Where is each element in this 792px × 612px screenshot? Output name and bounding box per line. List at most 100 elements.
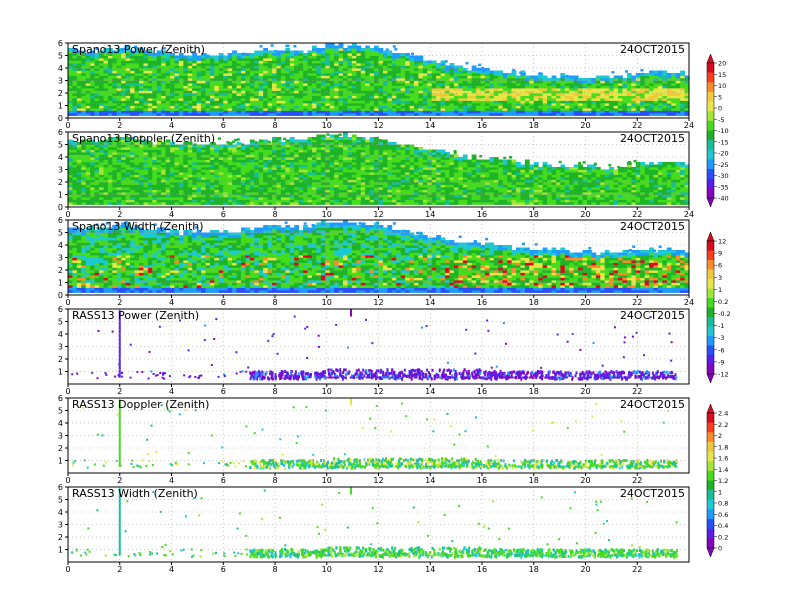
heatmap-cell [294,58,299,61]
heatmap-cell [463,113,468,116]
heatmap-cell [379,73,384,76]
heatmap-cell [161,165,166,168]
heatmap-cell [325,76,330,79]
heatmap-cell [436,93,441,96]
heatmap-cell [206,150,211,153]
heatmap-cell [68,81,73,84]
heatmap-cell [121,68,126,71]
heatmap-cell [551,106,556,109]
heatmap-cell [86,88,91,91]
heatmap-cell [498,73,503,76]
heatmap-cell [197,175,202,178]
heatmap-cell [192,182,197,185]
heatmap-cell [427,71,432,74]
heatmap-cell [325,160,330,163]
heatmap-cell [609,103,614,106]
heatmap-cell [121,86,126,89]
heatmap-cell [343,202,348,205]
heatmap-cell [99,66,104,69]
heatmap-cell [569,101,574,104]
heatmap-cell [299,66,304,69]
heatmap-cell [263,160,268,163]
heatmap-cell [219,98,224,101]
heatmap-cell [316,190,321,193]
heatmap-cell [569,113,574,116]
heatmap-cell [503,98,508,101]
heatmap-cell [99,98,104,101]
heatmap-cell [272,145,277,148]
heatmap-cell [290,195,295,198]
heatmap-cell [339,101,344,104]
heatmap-cell [312,177,317,180]
heatmap-cell [631,83,636,86]
heatmap-cell [339,185,344,188]
heatmap-cell [130,162,135,165]
heatmap-cell [321,140,326,143]
heatmap-cell [81,167,86,170]
heatmap-cell [201,177,206,180]
heatmap-cell [316,56,321,59]
heatmap-cell [325,111,330,114]
heatmap-cell [605,83,610,86]
heatmap-cell [210,170,215,173]
heatmap-cell [423,86,428,89]
heatmap-cell [312,182,317,185]
heatmap-cell [259,96,264,99]
heatmap-cell [339,98,344,101]
heatmap-cell [121,185,126,188]
heatmap-cell [103,93,108,96]
heatmap-cell [281,162,286,165]
heatmap-cell [334,101,339,104]
heatmap-cell [81,113,86,116]
heatmap-cell [312,88,317,91]
heatmap-cell [294,152,299,155]
heatmap-cell [99,185,104,188]
heatmap-cell [197,157,202,160]
heatmap-cell [161,111,166,114]
heatmap-cell [179,83,184,86]
heatmap-cell [361,76,366,79]
heatmap-cell [179,78,184,81]
heatmap-cell [68,58,73,61]
heatmap-cell [325,108,330,111]
heatmap-cell [276,200,281,203]
heatmap-cell [263,202,268,205]
heatmap-cell [467,93,472,96]
heatmap-cell [427,68,432,71]
heatmap-cell [463,93,468,96]
heatmap-cell [290,200,295,203]
heatmap-cell [316,200,321,203]
heatmap-cell [281,165,286,168]
heatmap-cell [130,157,135,160]
heatmap-cell [86,86,91,89]
heatmap-cell [259,113,264,116]
heatmap-cell [330,150,335,153]
heatmap-cell [272,152,277,155]
heatmap-cell [339,137,344,140]
heatmap-cell [303,140,308,143]
heatmap-cell [201,61,206,64]
heatmap-cell [121,152,126,155]
heatmap-cell [347,56,352,59]
heatmap-cell [228,162,233,165]
heatmap-cell [219,175,224,178]
heatmap-cell [148,113,153,116]
heatmap-cell [365,71,370,74]
heatmap-cell [170,83,175,86]
heatmap-cell [356,202,361,205]
heatmap-cell [135,147,140,150]
heatmap-cell [250,56,255,59]
heatmap-cell [135,202,140,205]
heatmap-cell [259,45,262,48]
heatmap-cell [90,93,95,96]
heatmap-cell [117,185,122,188]
heatmap-cell [569,78,574,81]
heatmap-cell [263,71,268,74]
heatmap-cell [81,106,86,109]
heatmap-cell [174,76,179,79]
heatmap-cell [90,101,95,104]
heatmap-cell [130,187,135,190]
heatmap-cell [161,182,166,185]
heatmap-cell [254,185,259,188]
heatmap-cell [396,71,401,74]
